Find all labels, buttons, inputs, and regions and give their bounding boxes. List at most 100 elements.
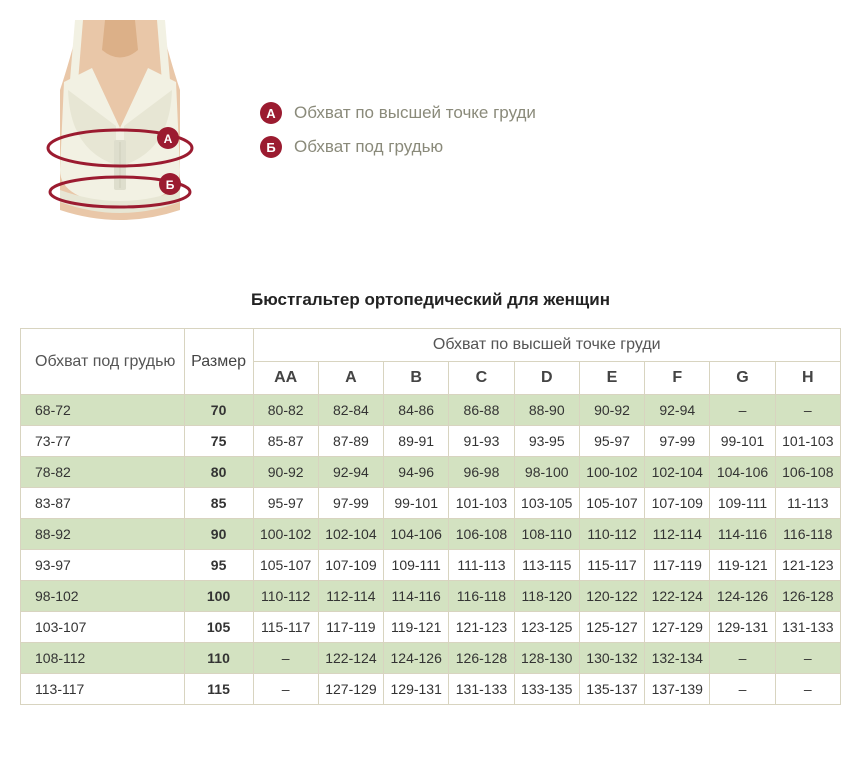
value-cell: 98-100 [514, 457, 579, 488]
value-cell: 92-94 [645, 395, 710, 426]
legend-item-b: Б Обхват под грудью [260, 136, 536, 158]
value-cell: 106-108 [775, 457, 840, 488]
legend: А Обхват по высшей точке груди Б Обхват … [260, 102, 536, 158]
value-cell: 130-132 [579, 643, 644, 674]
legend-item-a: А Обхват по высшей точке груди [260, 102, 536, 124]
value-cell: 100-102 [253, 519, 318, 550]
value-cell: 82-84 [318, 395, 383, 426]
value-cell: 84-86 [384, 395, 449, 426]
value-cell: 128-130 [514, 643, 579, 674]
value-cell: – [710, 674, 775, 705]
value-cell: 94-96 [384, 457, 449, 488]
value-cell: 137-139 [645, 674, 710, 705]
girth-cell: 103-107 [21, 612, 185, 643]
value-cell: 116-118 [775, 519, 840, 550]
value-cell: 106-108 [449, 519, 514, 550]
value-cell: 101-103 [775, 426, 840, 457]
table-row: 88-9290100-102102-104104-106106-108108-1… [21, 519, 841, 550]
value-cell: 129-131 [710, 612, 775, 643]
legend-badge-a: А [260, 102, 282, 124]
value-cell: – [253, 674, 318, 705]
value-cell: – [710, 643, 775, 674]
value-cell: 105-107 [253, 550, 318, 581]
value-cell: 95-97 [253, 488, 318, 519]
girth-cell: 88-92 [21, 519, 185, 550]
legend-badge-b: Б [260, 136, 282, 158]
value-cell: 97-99 [645, 426, 710, 457]
value-cell: 88-90 [514, 395, 579, 426]
girth-cell: 93-97 [21, 550, 185, 581]
size-cell: 85 [184, 488, 253, 519]
value-cell: 93-95 [514, 426, 579, 457]
value-cell: 124-126 [710, 581, 775, 612]
value-cell: 85-87 [253, 426, 318, 457]
value-cell: 105-107 [579, 488, 644, 519]
value-cell: 121-123 [775, 550, 840, 581]
girth-cell: 113-117 [21, 674, 185, 705]
value-cell: 100-102 [579, 457, 644, 488]
size-cell: 70 [184, 395, 253, 426]
value-cell: 89-91 [384, 426, 449, 457]
value-cell: 123-125 [514, 612, 579, 643]
value-cell: 116-118 [449, 581, 514, 612]
value-cell: 117-119 [645, 550, 710, 581]
value-cell: 127-129 [318, 674, 383, 705]
value-cell: 118-120 [514, 581, 579, 612]
value-cell: 99-101 [384, 488, 449, 519]
girth-cell: 108-112 [21, 643, 185, 674]
header-size: Размер [184, 329, 253, 395]
table-row: 73-777585-8787-8989-9191-9393-9595-9797-… [21, 426, 841, 457]
girth-cell: 98-102 [21, 581, 185, 612]
value-cell: 125-127 [579, 612, 644, 643]
value-cell: 124-126 [384, 643, 449, 674]
value-cell: 117-119 [318, 612, 383, 643]
cup-header-cell: G [710, 362, 775, 395]
value-cell: 107-109 [318, 550, 383, 581]
value-cell: 112-114 [645, 519, 710, 550]
value-cell: 80-82 [253, 395, 318, 426]
legend-text-a: Обхват по высшей точке груди [294, 103, 536, 123]
value-cell: 97-99 [318, 488, 383, 519]
value-cell: 91-93 [449, 426, 514, 457]
size-table: Обхват под грудью Размер Обхват по высше… [20, 328, 841, 705]
size-cell: 100 [184, 581, 253, 612]
value-cell: 133-135 [514, 674, 579, 705]
table-row: 108-112110–122-124124-126126-128128-1301… [21, 643, 841, 674]
value-cell: 107-109 [645, 488, 710, 519]
size-cell: 75 [184, 426, 253, 457]
cup-header-cell: B [384, 362, 449, 395]
page-title: Бюстгальтер ортопедический для женщин [20, 290, 841, 310]
girth-cell: 83-87 [21, 488, 185, 519]
value-cell: 109-111 [710, 488, 775, 519]
cup-header-cell: A [318, 362, 383, 395]
value-cell: 121-123 [449, 612, 514, 643]
value-cell: 122-124 [318, 643, 383, 674]
table-body: 68-727080-8282-8484-8686-8888-9090-9292-… [21, 395, 841, 705]
value-cell: 86-88 [449, 395, 514, 426]
value-cell: 103-105 [514, 488, 579, 519]
value-cell: 135-137 [579, 674, 644, 705]
value-cell: 110-112 [253, 581, 318, 612]
table-row: 83-878595-9797-9999-101101-103103-105105… [21, 488, 841, 519]
value-cell: 111-113 [449, 550, 514, 581]
value-cell: 115-117 [579, 550, 644, 581]
header-top: Обхват по высшей точке груди [253, 329, 840, 362]
value-cell: 96-98 [449, 457, 514, 488]
value-cell: 99-101 [710, 426, 775, 457]
value-cell: 110-112 [579, 519, 644, 550]
size-cell: 95 [184, 550, 253, 581]
cup-header-cell: D [514, 362, 579, 395]
value-cell: 109-111 [384, 550, 449, 581]
value-cell: 104-106 [710, 457, 775, 488]
value-cell: – [710, 395, 775, 426]
product-illustration: А Б [20, 20, 220, 240]
girth-cell: 68-72 [21, 395, 185, 426]
value-cell: 87-89 [318, 426, 383, 457]
top-section: А Б А Обхват по высшей точке груди Б Обх… [20, 20, 841, 240]
value-cell: 11-113 [775, 488, 840, 519]
table-row: 78-828090-9292-9494-9696-9898-100100-102… [21, 457, 841, 488]
cup-header-cell: E [579, 362, 644, 395]
value-cell: 95-97 [579, 426, 644, 457]
table-head: Обхват под грудью Размер Обхват по высше… [21, 329, 841, 395]
value-cell: 113-115 [514, 550, 579, 581]
